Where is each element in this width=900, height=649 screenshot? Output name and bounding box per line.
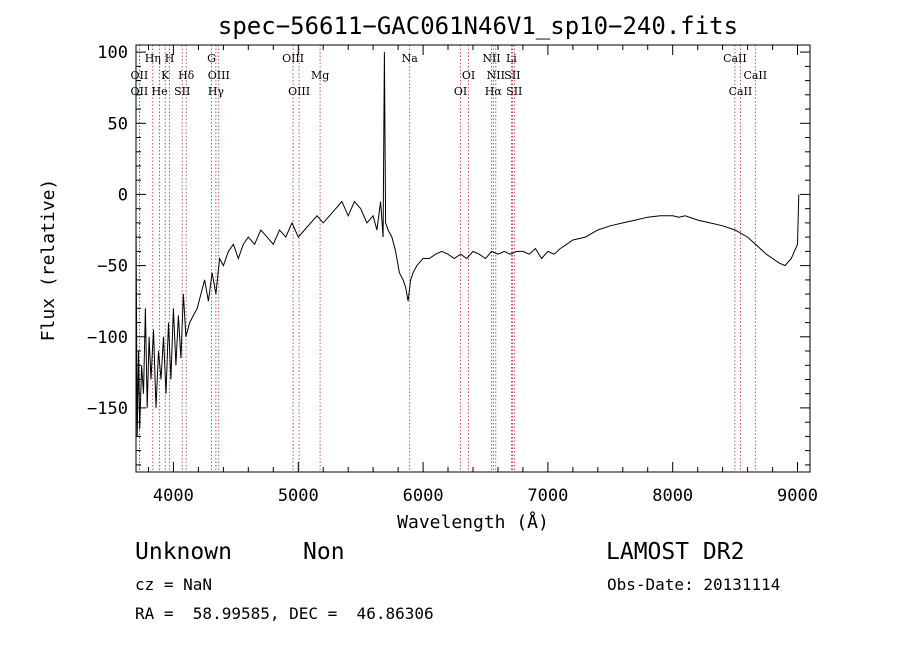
spectrum-series — [135, 52, 800, 437]
x-axis: 4000 5000 6000 7000 8000 9000 — [148, 45, 818, 506]
object-class: Non — [303, 539, 345, 565]
obs-date: Obs-Date: 20131114 — [607, 575, 781, 594]
line-label-3: H — [165, 52, 175, 65]
line-label-18: Li — [506, 52, 517, 65]
line-label-4: K — [161, 69, 170, 82]
series-line-0 — [135, 52, 800, 437]
x-axis-label: Wavelength (Å) — [397, 511, 549, 533]
y-tick-label-3: −50 — [97, 257, 128, 277]
line-label-11: OIII — [282, 52, 304, 65]
line-label-20: SII — [504, 69, 520, 82]
line-label-9: OIII — [208, 69, 230, 82]
line-label-1: OII — [131, 85, 149, 98]
coordinates: RA = 58.99585, DEC = 46.86306 — [135, 604, 434, 623]
line-label-21: Hα — [485, 85, 503, 98]
spectrum-chart: spec−56611−GAC061N46V1_sp10−240.fits OII… — [38, 12, 818, 533]
chart-title: spec−56611−GAC061N46V1_sp10−240.fits — [218, 12, 738, 40]
line-label-22: SII — [506, 85, 522, 98]
line-label-17: NII — [482, 52, 500, 65]
line-label-6: SII — [174, 85, 190, 98]
emission-line-markers — [138, 45, 756, 472]
survey-name: LAMOST DR2 — [606, 539, 745, 565]
y-tick-label-4: −100 — [87, 328, 128, 348]
x-tick-label-4: 8000 — [652, 486, 693, 506]
x-tick-label-2: 6000 — [403, 486, 444, 506]
redshift: cz = NaN — [135, 575, 213, 594]
line-label-2: Hη — [145, 52, 161, 65]
line-label-8: G — [207, 52, 216, 65]
x-tick-label-0: 4000 — [153, 486, 194, 506]
line-label-19: NII — [487, 69, 505, 82]
y-tick-label-5: −150 — [87, 399, 128, 419]
line-label-7: Hδ — [178, 69, 195, 82]
line-label-23: CaII — [723, 52, 747, 65]
line-label-16: OI — [454, 85, 467, 98]
line-label-5: He — [152, 85, 168, 98]
x-tick-label-5: 9000 — [777, 486, 818, 506]
y-tick-label-0: 100 — [97, 43, 128, 63]
y-axis-label: Flux (relative) — [38, 179, 59, 342]
x-tick-label-1: 5000 — [278, 486, 319, 506]
line-label-24: CaII — [743, 69, 767, 82]
line-label-14: Na — [402, 52, 419, 65]
line-label-13: Mg — [311, 69, 329, 82]
line-label-12: OIII — [288, 85, 310, 98]
y-axis: 100 50 0 −50 −100 −150 — [87, 43, 810, 466]
line-label-10: Hγ — [208, 85, 225, 98]
x-tick-label-3: 7000 — [527, 486, 568, 506]
line-label-25: CaII — [729, 85, 753, 98]
y-tick-label-2: 0 — [118, 185, 128, 205]
line-label-15: OI — [462, 69, 475, 82]
y-tick-label-1: 50 — [108, 114, 128, 134]
line-label-0: OII — [131, 69, 149, 82]
object-type: Unknown — [135, 539, 232, 565]
plot-frame — [135, 44, 811, 473]
